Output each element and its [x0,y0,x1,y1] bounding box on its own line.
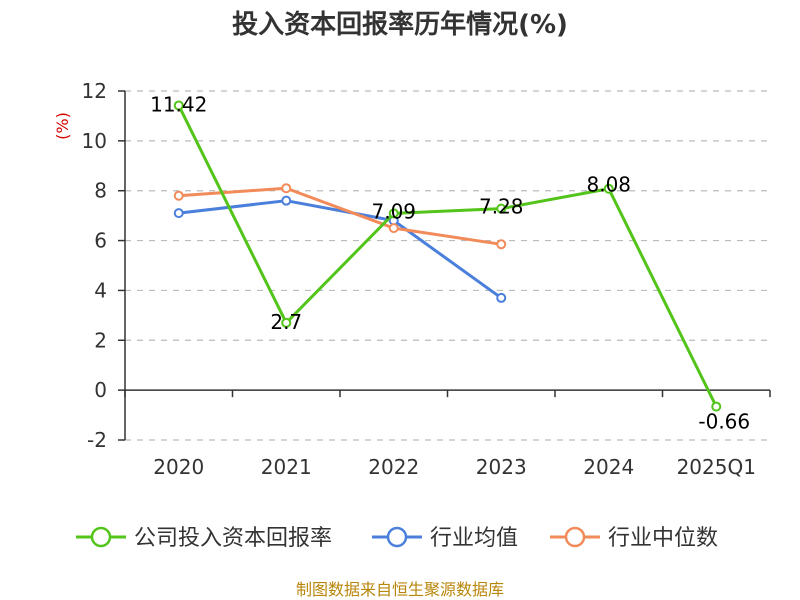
data-point[interactable] [496,239,507,250]
source-note: 制图数据来自恒生聚源数据库 [296,580,504,599]
data-point[interactable] [281,183,292,194]
y-tick-label: 8 [94,179,107,203]
data-label: 7.09 [371,199,416,223]
series-line [178,186,502,246]
data-point[interactable] [281,317,292,328]
data-point[interactable] [603,183,614,194]
legend-marker [386,526,408,548]
series-line [177,104,718,408]
data-point[interactable] [281,195,292,206]
data-point[interactable] [496,292,507,303]
data-point[interactable] [173,100,184,111]
x-tick-label: 2020 [153,455,204,479]
data-label: 2.7 [270,310,302,334]
y-tick-label: 4 [94,278,107,302]
x-tick-label: 2025Q1 [677,455,756,479]
y-tick-label: 2 [94,328,107,352]
data-point[interactable] [388,223,399,234]
chart-title: 投入资本回报率历年情况(%) [232,9,568,40]
legend-label: 公司投入资本回报率 [134,526,332,551]
legend-label: 行业均值 [430,526,518,551]
y-tick-label: 12 [82,79,107,103]
y-tick-label: 10 [82,129,107,153]
data-label: 7.28 [479,195,524,219]
x-tick-label: 2023 [476,455,527,479]
axes: 12 10 8 6 4 2 0 -2 2020 2021 2022 2023 2024 2025Q1 [82,79,771,479]
data-labels: 11.42 2.7 7.09 7.28 8.08 -0.66 [150,92,750,433]
y-axis-unit: (%) [53,112,72,140]
data-label: 11.42 [150,92,207,116]
legend-marker [90,526,112,548]
series-line [178,199,503,300]
data-point[interactable] [173,208,184,219]
data-point[interactable] [711,401,722,412]
data-point[interactable] [173,190,184,201]
data-point[interactable] [496,203,507,214]
grid [125,90,770,441]
legend-label: 行业中位数 [608,526,718,551]
y-tick-label: 0 [94,378,107,402]
legend-item[interactable]: 行业中位数 [550,526,718,551]
legend-marker [564,526,586,548]
x-tick-label: 2022 [368,455,419,479]
x-tick-label: 2021 [261,455,312,479]
data-label: 8.08 [586,173,631,197]
legend-item[interactable]: 行业均值 [372,526,518,551]
data-point[interactable] [388,208,399,219]
x-tick-label: 2024 [583,455,634,479]
data-label: -0.66 [698,410,750,434]
legend-item[interactable]: 公司投入资本回报率 [76,526,332,551]
series [173,100,722,412]
y-tick-label: -2 [87,428,107,452]
legend[interactable]: 公司投入资本回报率 行业均值 行业中位数 [76,526,718,551]
y-tick-label: 6 [94,229,107,253]
